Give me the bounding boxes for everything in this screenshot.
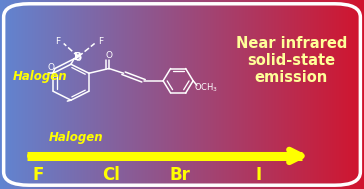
Text: O: O (106, 51, 112, 60)
Text: O: O (74, 53, 81, 63)
Text: F: F (98, 37, 103, 46)
Text: Cl: Cl (102, 166, 120, 184)
Text: F: F (55, 37, 60, 46)
Text: B: B (74, 52, 82, 62)
Text: I: I (256, 166, 261, 184)
Text: Near infrared
solid-state
emission: Near infrared solid-state emission (236, 36, 347, 85)
Text: Halogen: Halogen (13, 70, 67, 83)
Text: Br: Br (170, 166, 191, 184)
Text: OCH$_3$: OCH$_3$ (194, 81, 218, 94)
Text: Halogen: Halogen (49, 132, 104, 144)
Text: F: F (32, 166, 44, 184)
Text: O: O (48, 63, 55, 72)
